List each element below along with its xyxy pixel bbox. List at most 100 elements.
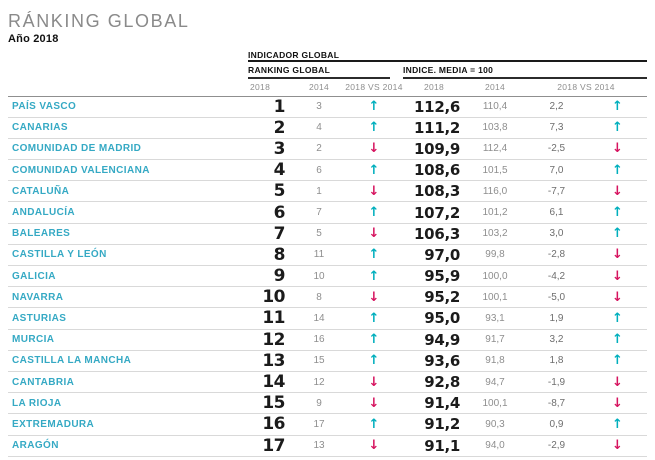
rank-2018-value: 11 bbox=[262, 308, 285, 329]
indice-media-header-cell: INDICE. MEDIA = 100 bbox=[403, 63, 647, 79]
index-2014-value: 91,7 bbox=[485, 334, 505, 346]
rank-2014-value: 12 bbox=[313, 376, 325, 388]
index-diff-value: -2,9 bbox=[547, 440, 566, 452]
up-arrow-icon: ↑ bbox=[612, 162, 623, 178]
index-2018-value: 108,6 bbox=[414, 161, 460, 180]
up-arrow-icon: ↑ bbox=[612, 99, 623, 115]
index-2014-value: 94,7 bbox=[485, 376, 505, 388]
rank-2014-value: 3 bbox=[316, 101, 322, 113]
rank-2014-value: 7 bbox=[316, 207, 322, 219]
rank-trend-cell: ↓ bbox=[345, 287, 403, 308]
region-name: LA RIOJA bbox=[12, 397, 62, 409]
index-diff-value: 1,9 bbox=[549, 312, 564, 324]
index-trend-cell: ↓ bbox=[588, 393, 647, 414]
rank-trend-cell: ↓ bbox=[345, 138, 403, 159]
index-trend-cell: ↑ bbox=[588, 160, 647, 181]
rank-2018-value: 4 bbox=[273, 160, 286, 181]
index-diff-value: 7,0 bbox=[549, 164, 564, 176]
up-arrow-icon: ↑ bbox=[368, 162, 380, 178]
down-arrow-icon: ↓ bbox=[612, 268, 623, 284]
down-arrow-icon: ↓ bbox=[612, 247, 623, 263]
down-arrow-icon: ↓ bbox=[612, 141, 623, 157]
ranking-global-label: RANKING GLOBAL bbox=[248, 65, 390, 79]
index-2014-value: 100,1 bbox=[482, 291, 508, 303]
indice-media-label: INDICE. MEDIA = 100 bbox=[403, 65, 647, 79]
up-arrow-icon: ↑ bbox=[368, 310, 380, 326]
table-row: CANTABRIA 14 12 ↓ 92,8 94,7 -1,9 ↓ bbox=[8, 371, 647, 393]
table-row: CASTILLA LA MANCHA 13 15 ↑ 93,6 91,8 1,8… bbox=[8, 350, 647, 372]
rank-2018-value: 5 bbox=[273, 181, 286, 202]
rank-2014-value: 8 bbox=[316, 291, 322, 303]
index-diff-value: -5,0 bbox=[547, 291, 566, 303]
rank-trend-cell: ↑ bbox=[345, 350, 403, 371]
index-2014-value: 90,3 bbox=[485, 418, 505, 430]
down-arrow-icon: ↓ bbox=[612, 289, 623, 305]
index-diff-value: -2,5 bbox=[547, 143, 566, 155]
index-diff-value: 1,8 bbox=[549, 355, 564, 367]
col-header-rank-trend: 2018 VS 2014 bbox=[345, 79, 403, 97]
table-row: LA RIOJA 15 9 ↓ 91,4 100,1 -8,7 ↓ bbox=[8, 393, 647, 414]
rank-2014-value: 6 bbox=[316, 164, 322, 176]
index-2018-value: 95,2 bbox=[424, 288, 460, 307]
index-trend-cell: ↓ bbox=[588, 181, 647, 202]
group-header-row: INDICADOR GLOBAL bbox=[8, 49, 647, 63]
up-arrow-icon: ↑ bbox=[612, 416, 623, 432]
table-row: PAÍS VASCO 1 3 ↑ 112,6 110,4 2,2 ↑ bbox=[8, 96, 647, 118]
rank-2014-value: 5 bbox=[316, 228, 322, 240]
region-name: CANTABRIA bbox=[12, 376, 75, 388]
up-arrow-icon: ↑ bbox=[368, 120, 380, 136]
index-trend-cell: ↑ bbox=[588, 414, 647, 435]
rank-2018-value: 6 bbox=[273, 202, 286, 223]
up-arrow-icon: ↑ bbox=[612, 353, 623, 369]
index-2018-value: 97,0 bbox=[424, 245, 460, 264]
rank-2014-value: 10 bbox=[313, 270, 325, 282]
table-row: GALICIA 9 10 ↑ 95,9 100,0 -4,2 ↓ bbox=[8, 266, 647, 287]
indicador-global-header-cell: INDICADOR GLOBAL bbox=[248, 49, 647, 63]
index-trend-cell: ↓ bbox=[588, 266, 647, 287]
col-header-index-2018: 2018 bbox=[403, 79, 465, 97]
region-name: NAVARRA bbox=[12, 291, 64, 303]
region-name: BALEARES bbox=[12, 228, 71, 240]
region-name: ANDALUCÍA bbox=[12, 207, 76, 219]
rank-2014-value: 14 bbox=[313, 312, 325, 324]
index-2014-value: 112,4 bbox=[482, 143, 508, 155]
rank-trend-cell: ↑ bbox=[345, 329, 403, 350]
up-arrow-icon: ↑ bbox=[612, 332, 623, 348]
index-2014-value: 103,2 bbox=[482, 228, 508, 240]
rank-trend-cell: ↓ bbox=[345, 181, 403, 202]
index-diff-value: 3,0 bbox=[549, 228, 564, 240]
rank-trend-cell: ↑ bbox=[345, 266, 403, 287]
table-row: ANDALUCÍA 6 7 ↑ 107,2 101,2 6,1 ↑ bbox=[8, 202, 647, 224]
rank-trend-cell: ↑ bbox=[345, 160, 403, 181]
index-2014-value: 101,5 bbox=[482, 164, 508, 176]
rank-2018-value: 16 bbox=[262, 414, 285, 435]
index-2018-value: 109,9 bbox=[414, 139, 460, 158]
region-name: COMUNIDAD DE MADRID bbox=[12, 143, 142, 155]
index-diff-value: 3,2 bbox=[549, 334, 564, 346]
down-arrow-icon: ↓ bbox=[612, 395, 623, 411]
rank-2018-value: 10 bbox=[262, 287, 285, 308]
col-header-index-trend: 2018 VS 2014 bbox=[525, 79, 647, 97]
rank-2014-value: 13 bbox=[313, 440, 325, 452]
index-2014-value: 100,1 bbox=[482, 397, 508, 409]
index-trend-cell: ↓ bbox=[588, 435, 647, 456]
region-name: PAÍS VASCO bbox=[12, 101, 77, 113]
down-arrow-icon: ↓ bbox=[368, 226, 380, 242]
region-name: COMUNIDAD VALENCIANA bbox=[12, 164, 150, 176]
rank-2014-value: 17 bbox=[313, 418, 325, 430]
table-row: ARAGÓN 17 13 ↓ 91,1 94,0 -2,9 ↓ bbox=[8, 435, 647, 457]
rank-2018-value: 7 bbox=[273, 223, 286, 244]
table-body: PAÍS VASCO 1 3 ↑ 112,6 110,4 2,2 ↑ CANAR… bbox=[8, 96, 647, 457]
rank-trend-cell: ↓ bbox=[345, 223, 403, 244]
region-name: CANARIAS bbox=[12, 122, 68, 134]
table-row: CASTILLA Y LEÓN 8 11 ↑ 97,0 99,8 -2,8 ↓ bbox=[8, 244, 647, 266]
table-header: INDICADOR GLOBAL RANKING GLOBAL INDICE. … bbox=[8, 49, 647, 97]
rank-2014-value: 16 bbox=[313, 334, 325, 346]
index-diff-value: 7,3 bbox=[549, 122, 564, 134]
down-arrow-icon: ↓ bbox=[368, 395, 380, 411]
rank-trend-cell: ↑ bbox=[345, 244, 403, 265]
index-2014-value: 94,0 bbox=[485, 440, 505, 452]
index-2018-value: 91,4 bbox=[424, 394, 460, 413]
rank-2018-value: 17 bbox=[262, 435, 285, 456]
index-2018-value: 93,6 bbox=[424, 351, 460, 370]
